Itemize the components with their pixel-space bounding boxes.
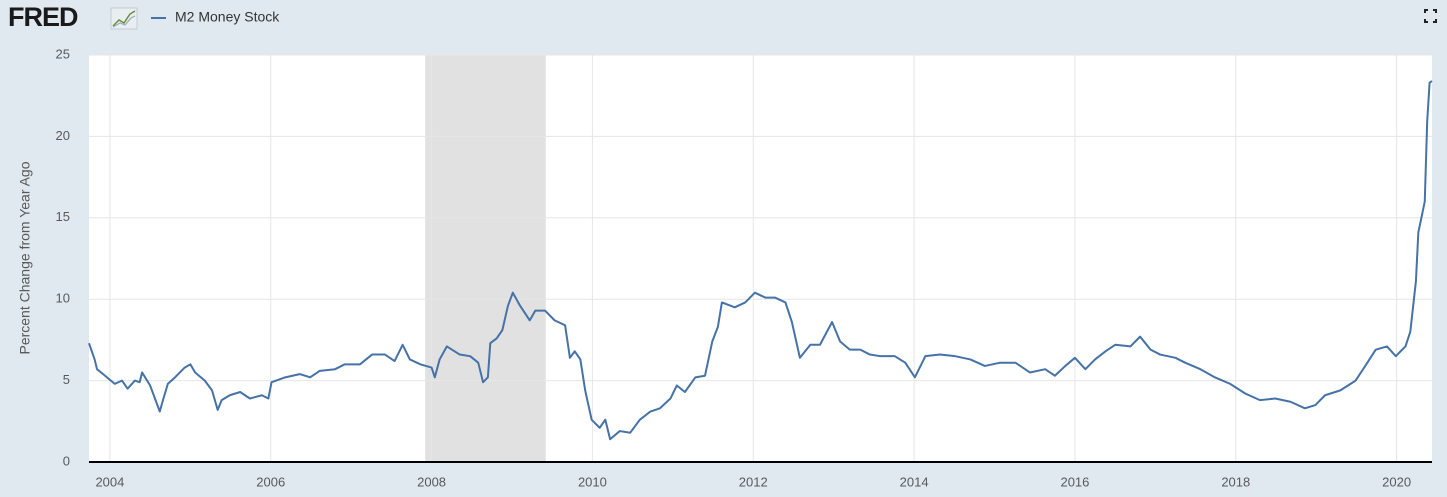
- y-tick-label: 15: [56, 209, 70, 224]
- y-tick-label: 0: [63, 453, 70, 468]
- x-tick-label: 2004: [95, 474, 124, 489]
- x-tick-label: 2008: [417, 474, 446, 489]
- y-tick-label: 25: [56, 46, 70, 61]
- recession-shade: [425, 55, 546, 462]
- x-tick-label: 2012: [739, 474, 768, 489]
- x-tick-label: 2006: [256, 474, 285, 489]
- y-tick-label: 20: [56, 128, 70, 143]
- x-tick-label: 2010: [578, 474, 607, 489]
- logo-icon: [110, 7, 138, 30]
- y-tick-label: 5: [63, 372, 70, 387]
- x-tick-label: 2016: [1060, 474, 1089, 489]
- y-tick-label: 10: [56, 291, 70, 306]
- fullscreen-icon[interactable]: [1424, 9, 1437, 23]
- legend-label[interactable]: M2 Money Stock: [175, 9, 280, 25]
- logo: FRED: [8, 2, 78, 32]
- x-tick-label: 2018: [1221, 474, 1250, 489]
- x-tick-label: 2014: [900, 474, 929, 489]
- x-tick-label: 2020: [1382, 474, 1411, 489]
- plot-area: [89, 55, 1432, 462]
- series-line: [88, 80, 1433, 441]
- y-axis-label: Percent Change from Year Ago: [17, 161, 33, 354]
